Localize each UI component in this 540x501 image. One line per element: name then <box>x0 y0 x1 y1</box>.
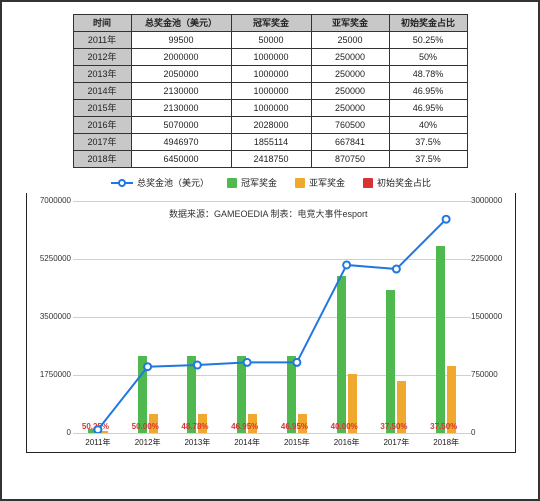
pct-label: 46.95% <box>231 422 258 431</box>
bar-runner <box>99 431 108 433</box>
bar-champion <box>436 246 445 433</box>
pct-label: 37.50% <box>430 422 457 431</box>
y-axis-label: 3500000 <box>29 312 71 321</box>
table-row: 2017年4946970185511466784137.5% <box>73 134 467 151</box>
table-row: 2016年5070000202800076050040% <box>73 117 467 134</box>
y2-axis-label: 2250000 <box>471 254 513 263</box>
table-row: 2015年2130000100000025000046.95% <box>73 100 467 117</box>
pct-label: 50.00% <box>132 422 159 431</box>
bar-champion <box>337 276 346 433</box>
table-header: 初始奖金占比 <box>389 15 467 32</box>
x-axis-label: 2014年 <box>222 437 272 448</box>
legend-item: 初始奖金占比 <box>363 176 431 189</box>
y2-axis-label: 0 <box>471 428 513 437</box>
pct-label: 50.25% <box>82 422 109 431</box>
pct-label: 46.95% <box>281 422 308 431</box>
table-header: 时间 <box>73 15 131 32</box>
y2-axis-label: 3000000 <box>471 196 513 205</box>
x-axis-label: 2016年 <box>322 437 372 448</box>
table-row: 2014年2130000100000025000046.95% <box>73 83 467 100</box>
table-header: 总奖金池（美元） <box>131 15 231 32</box>
x-axis-label: 2011年 <box>73 437 123 448</box>
x-axis-label: 2013年 <box>172 437 222 448</box>
x-axis-label: 2015年 <box>272 437 322 448</box>
legend-item: 冠军奖金 <box>227 176 277 189</box>
y-axis-label: 5250000 <box>29 254 71 263</box>
pct-label: 37.50% <box>380 422 407 431</box>
legend-item: 亚军奖金 <box>295 176 345 189</box>
pct-label: 48.78% <box>181 422 208 431</box>
legend-item: 总奖金池（美元） <box>111 176 209 189</box>
pct-label: 40.00% <box>331 422 358 431</box>
table-row: 2012年2000000100000025000050% <box>73 49 467 66</box>
combo-chart: 数据来源：GAMEOEDIA 制表：电竞大事件esport 2011年50.25… <box>26 193 516 453</box>
table-row: 2013年2050000100000025000048.78% <box>73 66 467 83</box>
prize-table: 时间总奖金池（美元）冠军奖金亚军奖金初始奖金占比 2011年9950050000… <box>73 14 468 168</box>
table-row: 2011年99500500002500050.25% <box>73 32 467 49</box>
y2-axis-label: 750000 <box>471 370 513 379</box>
y-axis-label: 0 <box>29 428 71 437</box>
y-axis-label: 7000000 <box>29 196 71 205</box>
table-header: 亚军奖金 <box>311 15 389 32</box>
x-axis-label: 2018年 <box>421 437 471 448</box>
table-header: 冠军奖金 <box>231 15 311 32</box>
y2-axis-label: 1500000 <box>471 312 513 321</box>
x-axis-label: 2012年 <box>123 437 173 448</box>
y-axis-label: 1750000 <box>29 370 71 379</box>
table-row: 2018年6450000241875087075037.5% <box>73 151 467 168</box>
bar-champion <box>386 290 395 433</box>
chart-legend: 总奖金池（美元） 冠军奖金 亚军奖金 初始奖金占比 <box>26 176 516 189</box>
x-axis-label: 2017年 <box>371 437 421 448</box>
